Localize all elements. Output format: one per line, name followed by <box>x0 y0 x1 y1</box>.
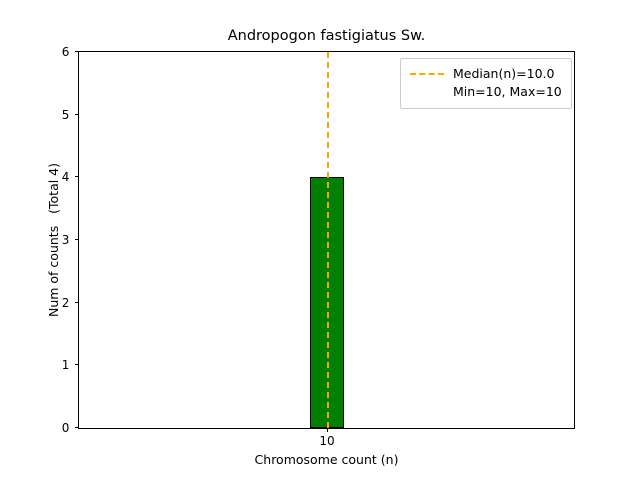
legend-label-median: Median(n)=10.0 <box>453 65 555 81</box>
legend-label-minmax: Min=10, Max=10 <box>453 83 562 99</box>
y-tick-2: 2 <box>62 297 79 309</box>
x-tick-label-0: 10 <box>319 434 335 448</box>
y-tick-6: 6 <box>62 46 79 58</box>
y-tick-label-5: 5 <box>61 107 70 122</box>
chart-legend: Median(n)=10.0 Min=10, Max=10 <box>400 58 572 109</box>
plot-area: 0 1 2 3 4 5 6 10 <box>62 46 575 447</box>
chart-title: Andropogon fastigiatus Sw. <box>227 28 426 44</box>
x-tick-0 <box>326 428 328 432</box>
y-tick-label-1: 1 <box>61 358 70 373</box>
median-dash-icon <box>410 73 444 75</box>
legend-row-median: Median(n)=10.0 <box>410 65 562 83</box>
y-tick-label-4: 4 <box>61 170 70 185</box>
y-tick-1: 1 <box>62 359 79 371</box>
y-tick-label-2: 2 <box>61 295 70 310</box>
y-tick-5: 5 <box>62 109 79 121</box>
y-axis-label-line1: Num of counts (Total 4) <box>46 162 61 318</box>
blank-swatch-icon <box>410 91 444 93</box>
legend-row-minmax: Min=10, Max=10 <box>410 83 562 101</box>
plot-inner <box>79 52 574 428</box>
median-line <box>326 52 329 428</box>
y-tick-label-3: 3 <box>61 233 70 247</box>
y-tick-3: 3 <box>62 234 79 246</box>
y-axis-label: Num of counts (Total 4) <box>46 51 78 429</box>
y-tick-0: 0 <box>62 422 79 434</box>
y-tick-label-6: 6 <box>61 45 70 59</box>
y-tick-4: 4 <box>62 171 79 183</box>
x-axis-label: Chromosome count (n) <box>254 452 399 467</box>
y-tick-label-0: 0 <box>61 421 70 435</box>
